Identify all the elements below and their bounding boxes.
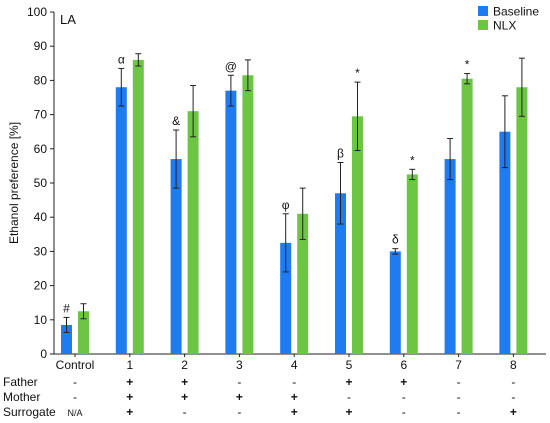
row-value: + <box>181 390 188 404</box>
row-value: + <box>126 405 133 419</box>
bar-nlx <box>461 78 473 354</box>
bar-nlx <box>352 116 363 354</box>
bar-nlx <box>516 87 528 355</box>
bar-nlx <box>242 75 254 355</box>
row-value: - <box>183 405 187 419</box>
bar-nlx <box>406 174 418 354</box>
row-label-mother: Mother <box>3 390 40 404</box>
row-value: - <box>73 390 77 404</box>
significance-mark: α <box>118 52 125 66</box>
y-tick-label: 0 <box>40 347 47 361</box>
y-tick-label: 30 <box>34 244 48 258</box>
row-value: + <box>345 405 352 419</box>
bar-nlx <box>187 111 199 355</box>
row-label-father: Father <box>3 375 38 389</box>
row-value: + <box>510 405 517 419</box>
row-value: - <box>511 390 515 404</box>
bar-nlx <box>297 213 309 354</box>
row-value: - <box>292 375 296 389</box>
bar-baseline <box>335 193 346 354</box>
x-tick-label: 8 <box>510 358 517 372</box>
significance-mark: @ <box>225 59 237 73</box>
y-tick-label: 10 <box>34 313 48 327</box>
row-value: + <box>126 375 133 389</box>
y-tick-label: 50 <box>34 176 48 190</box>
x-tick-label: 7 <box>455 358 462 372</box>
significance-mark: * <box>410 153 415 167</box>
y-tick-label: 40 <box>34 210 48 224</box>
y-tick-label: 20 <box>34 279 48 293</box>
x-tick-label: 4 <box>291 358 298 372</box>
y-tick-label: 70 <box>34 108 48 122</box>
row-value: + <box>236 390 243 404</box>
row-value: + <box>181 375 188 389</box>
significance-mark: β <box>337 146 344 160</box>
bar-nlx <box>78 311 89 354</box>
row-value: - <box>402 405 406 419</box>
bar-baseline <box>280 242 292 354</box>
row-value: + <box>291 405 298 419</box>
row-value: - <box>73 375 77 389</box>
row-value: N/A <box>67 408 82 418</box>
significance-mark: & <box>172 114 180 128</box>
row-value: + <box>345 375 352 389</box>
row-value: + <box>126 390 133 404</box>
bar-baseline <box>499 131 511 354</box>
y-tick-label: 60 <box>34 142 48 156</box>
y-tick-label: 80 <box>34 73 48 87</box>
row-value: - <box>511 375 515 389</box>
legend-label: Baseline <box>493 5 539 19</box>
x-tick-label: 1 <box>126 358 133 372</box>
panel-label: LA <box>60 12 76 27</box>
bar-baseline <box>444 159 456 354</box>
row-value: - <box>402 390 406 404</box>
x-tick-label: 5 <box>346 358 353 372</box>
legend-swatch-nlx <box>478 20 488 30</box>
x-tick-label: Control <box>56 358 95 372</box>
y-tick-label: 100 <box>27 5 47 19</box>
x-tick-label: 2 <box>181 358 188 372</box>
x-tick-label: 6 <box>400 358 407 372</box>
bar-baseline <box>115 87 127 355</box>
bar-baseline <box>61 324 72 354</box>
bar-baseline <box>170 159 182 354</box>
y-tick-label: 90 <box>34 39 48 53</box>
row-value: - <box>347 390 351 404</box>
bar-baseline <box>225 90 237 354</box>
legend-swatch-baseline <box>478 6 488 16</box>
x-tick-label: 3 <box>236 358 243 372</box>
significance-mark: φ <box>282 198 290 212</box>
bar-baseline <box>389 251 401 354</box>
bar-nlx <box>132 59 144 354</box>
row-value: - <box>237 405 241 419</box>
legend-label: NLX <box>493 19 516 33</box>
significance-mark: * <box>465 58 470 72</box>
y-axis-label: Ethanol preference [%] <box>7 122 21 244</box>
row-value: - <box>457 405 461 419</box>
row-value: - <box>457 390 461 404</box>
significance-mark: δ <box>392 233 399 247</box>
row-value: - <box>237 375 241 389</box>
row-label-surrogate: Surrogate <box>3 405 56 419</box>
row-value: + <box>291 390 298 404</box>
row-value: - <box>457 375 461 389</box>
significance-mark: * <box>355 66 360 80</box>
significance-mark: # <box>63 301 70 315</box>
row-value: + <box>400 375 407 389</box>
